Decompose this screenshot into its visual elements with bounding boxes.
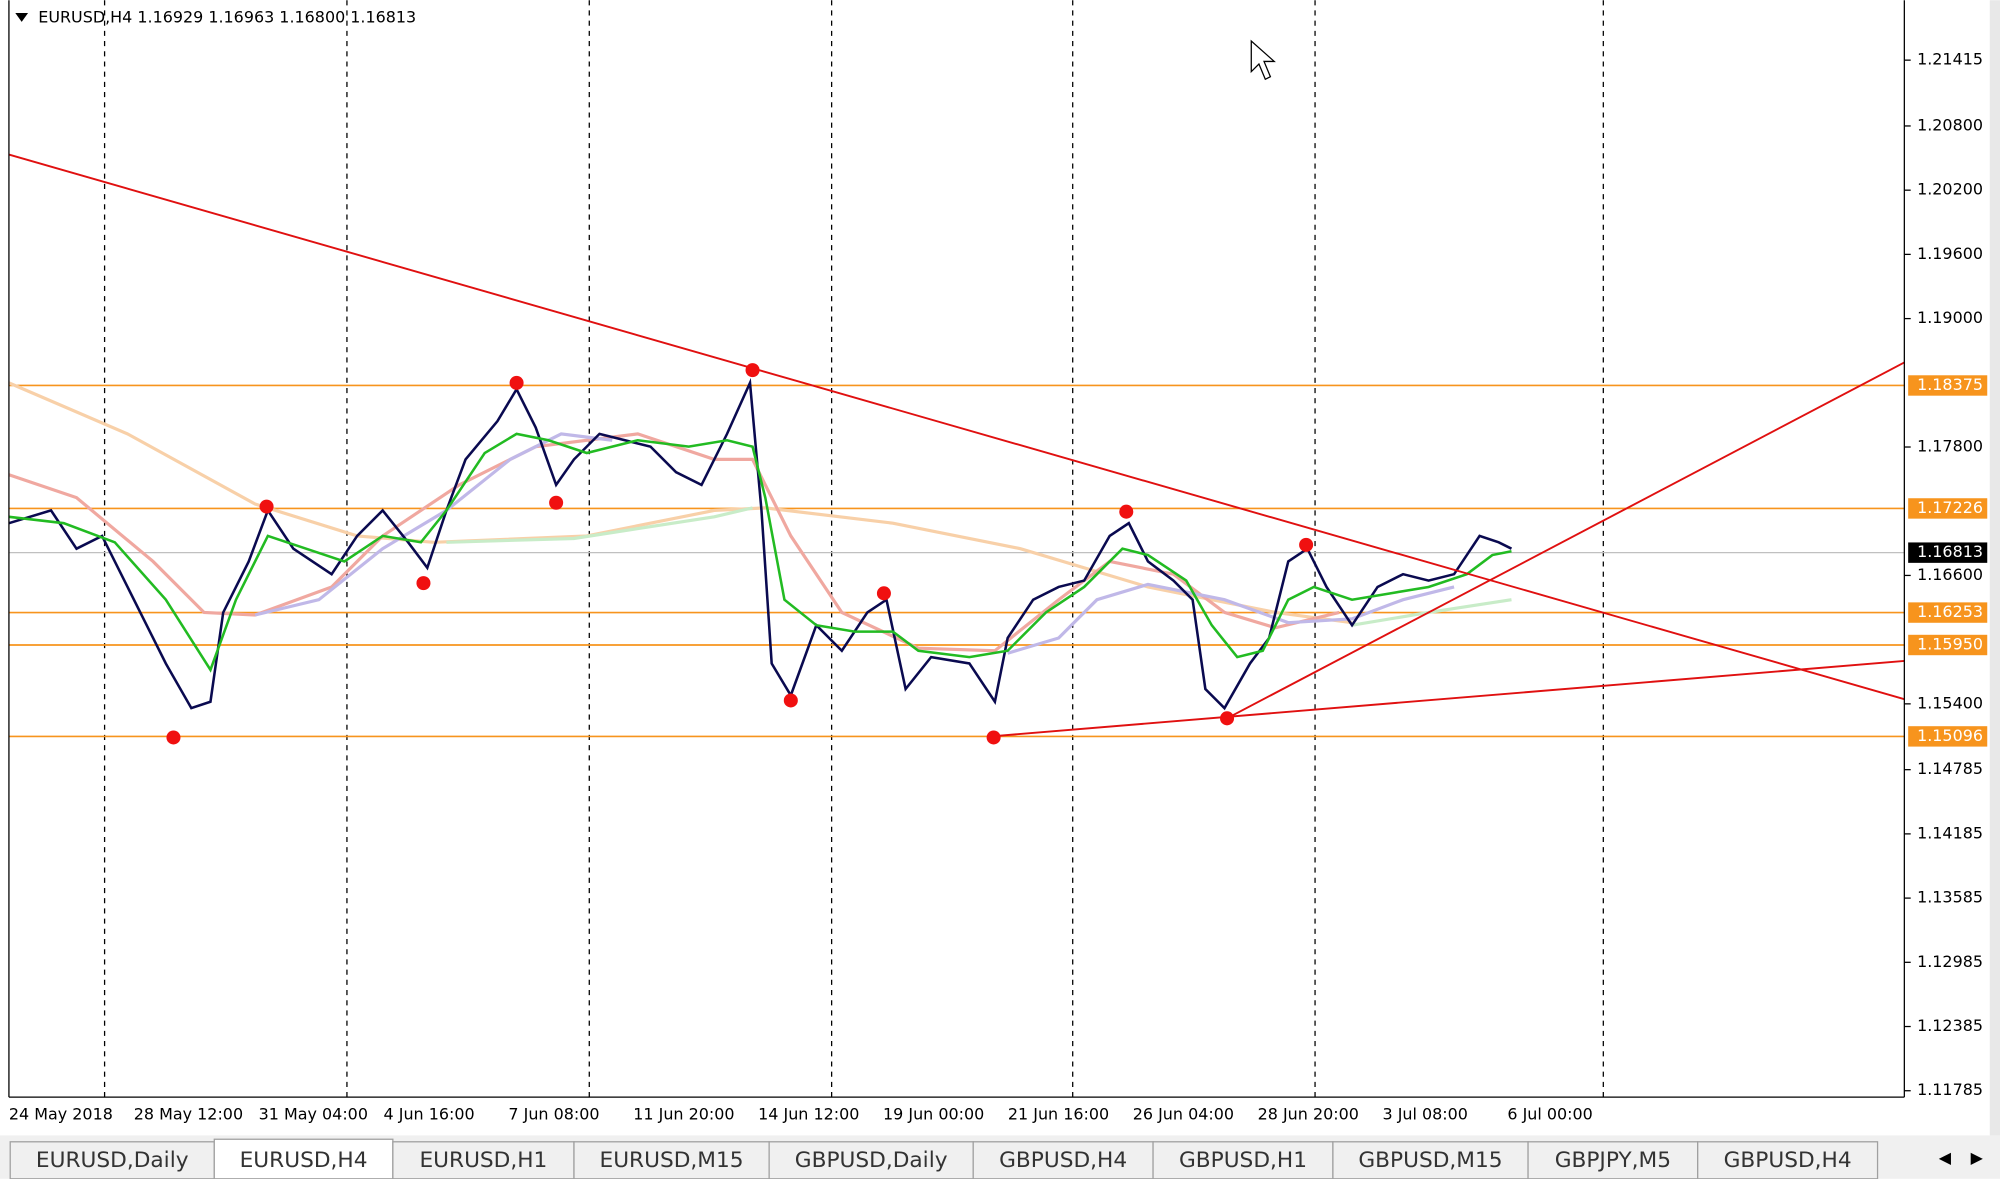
y-tick-label: 1.16600 xyxy=(1917,565,1983,584)
y-tick-label: 1.14185 xyxy=(1917,823,1983,842)
y-tick-label: 1.12385 xyxy=(1917,1016,1983,1035)
levels xyxy=(8,384,1905,738)
y-tick-label: 1.20200 xyxy=(1917,180,1983,199)
y-tick-label: 1.13585 xyxy=(1917,888,1983,907)
tab-label[interactable]: GBPUSD,Daily xyxy=(795,1148,948,1173)
y-tick-label: 1.15400 xyxy=(1917,693,1983,712)
level-label: 1.15096 xyxy=(1917,726,1983,745)
x-tick-label: 28 Jun 20:00 xyxy=(1258,1105,1359,1124)
tabs: EURUSD,Daily EURUSD,H4 EURUSD,H1 EURUSD,M15… xyxy=(9,1138,1879,1179)
swing-points xyxy=(166,363,1314,745)
ma-fast xyxy=(8,432,1512,673)
x-tick-label: 4 Jun 16:00 xyxy=(384,1105,475,1124)
level-label-box xyxy=(1908,498,1988,519)
tab[interactable] xyxy=(1527,1141,1699,1179)
level-label-box xyxy=(1908,634,1988,656)
current-price-label: 1.16813 xyxy=(1917,542,1983,561)
x-tick-label: 28 May 12:00 xyxy=(134,1105,243,1124)
x-tick-label: 7 Jun 08:00 xyxy=(508,1105,599,1124)
tab-label[interactable]: GBPUSD,H4 xyxy=(1724,1148,1852,1173)
level-label: 1.17226 xyxy=(1917,498,1983,517)
tab[interactable] xyxy=(972,1141,1154,1179)
x-tick-label: 6 Jul 00:00 xyxy=(1507,1105,1592,1124)
swing-point xyxy=(745,363,760,378)
level-label: 1.18375 xyxy=(1917,375,1983,394)
x-tick-label: 11 Jun 20:00 xyxy=(633,1105,734,1124)
tab-label[interactable]: GBPUSD,H1 xyxy=(1179,1148,1307,1173)
tab[interactable] xyxy=(1697,1141,1879,1179)
swing-point xyxy=(986,730,1001,745)
x-tick-label: 26 Jun 04:00 xyxy=(1133,1105,1234,1124)
y-tick-label: 1.19600 xyxy=(1917,244,1983,263)
tab-scroll-right[interactable]: ▶ xyxy=(1971,1148,1984,1167)
x-tick-label: 14 Jun 12:00 xyxy=(758,1105,859,1124)
level-label-box xyxy=(1908,375,1988,396)
tab[interactable] xyxy=(9,1141,215,1179)
level-label-box xyxy=(1908,726,1988,747)
tab-label[interactable]: EURUSD,H1 xyxy=(419,1148,547,1173)
x-tick-label: 3 Jul 08:00 xyxy=(1383,1105,1468,1124)
tab[interactable] xyxy=(1152,1141,1334,1179)
tab-label[interactable]: GBPJPY,M5 xyxy=(1555,1148,1671,1173)
y-tick-label: 1.17800 xyxy=(1917,437,1983,456)
swing-point xyxy=(259,499,274,514)
y-tick-label: 1.11785 xyxy=(1917,1080,1983,1099)
swing-point xyxy=(416,576,431,591)
y-tick-label: 1.19000 xyxy=(1917,308,1983,327)
ma-slow xyxy=(8,381,1353,625)
level-label: 1.15950 xyxy=(1917,635,1983,654)
x-tick-label: 24 May 2018 xyxy=(9,1105,113,1124)
y-tick-label: 1.12985 xyxy=(1917,952,1983,971)
swing-point xyxy=(549,495,564,510)
trendline xyxy=(1226,361,1905,720)
y-tick-label: 1.21415 xyxy=(1917,50,1983,69)
trendlines xyxy=(8,153,1905,738)
x-tick-label: 19 Jun 00:00 xyxy=(883,1105,984,1124)
tab-label[interactable]: GBPUSD,M15 xyxy=(1358,1148,1502,1173)
mouse-cursor xyxy=(1250,39,1276,81)
tab-label[interactable]: EURUSD,H4 xyxy=(240,1148,368,1173)
swing-point xyxy=(783,693,798,708)
level-label-box xyxy=(1908,602,1988,623)
level-label: 1.16253 xyxy=(1917,602,1983,621)
x-tick-label: 31 May 04:00 xyxy=(259,1105,368,1124)
time-axis: 24 May 2018 28 May 12:00 31 May 04:00 4 Jun… xyxy=(9,1105,1593,1124)
current-price-box xyxy=(1908,542,1988,563)
swing-point xyxy=(876,586,891,601)
y-tick-label: 1.20800 xyxy=(1917,115,1983,134)
chart-header: EURUSD,H4 1.16929 1.16963 1.16800 1.1681… xyxy=(38,8,416,27)
trendline xyxy=(993,659,1905,738)
tab-label[interactable]: EURUSD,M15 xyxy=(600,1148,744,1173)
scrollbar[interactable] xyxy=(1989,0,2000,1136)
ma-purple xyxy=(1007,582,1455,655)
dropdown-arrow[interactable] xyxy=(15,12,29,22)
trendline xyxy=(8,153,1905,701)
y-tick-label: 1.14785 xyxy=(1917,759,1983,778)
swing-point xyxy=(1220,711,1235,726)
swing-point xyxy=(166,730,181,745)
tab-label[interactable]: GBPUSD,H4 xyxy=(999,1148,1127,1173)
ma-lightgreen xyxy=(446,506,753,544)
price-axis: 1.21415 1.20800 1.20200 1.19600 1.19000 1.178… xyxy=(1904,50,1988,1099)
swing-point xyxy=(509,375,524,390)
tab-scroll-left[interactable]: ◀ xyxy=(1939,1148,1952,1167)
x-tick-label: 21 Jun 16:00 xyxy=(1008,1105,1109,1124)
swing-point xyxy=(1119,504,1134,519)
swing-point xyxy=(1299,537,1314,552)
tab-label[interactable]: EURUSD,Daily xyxy=(36,1148,189,1173)
